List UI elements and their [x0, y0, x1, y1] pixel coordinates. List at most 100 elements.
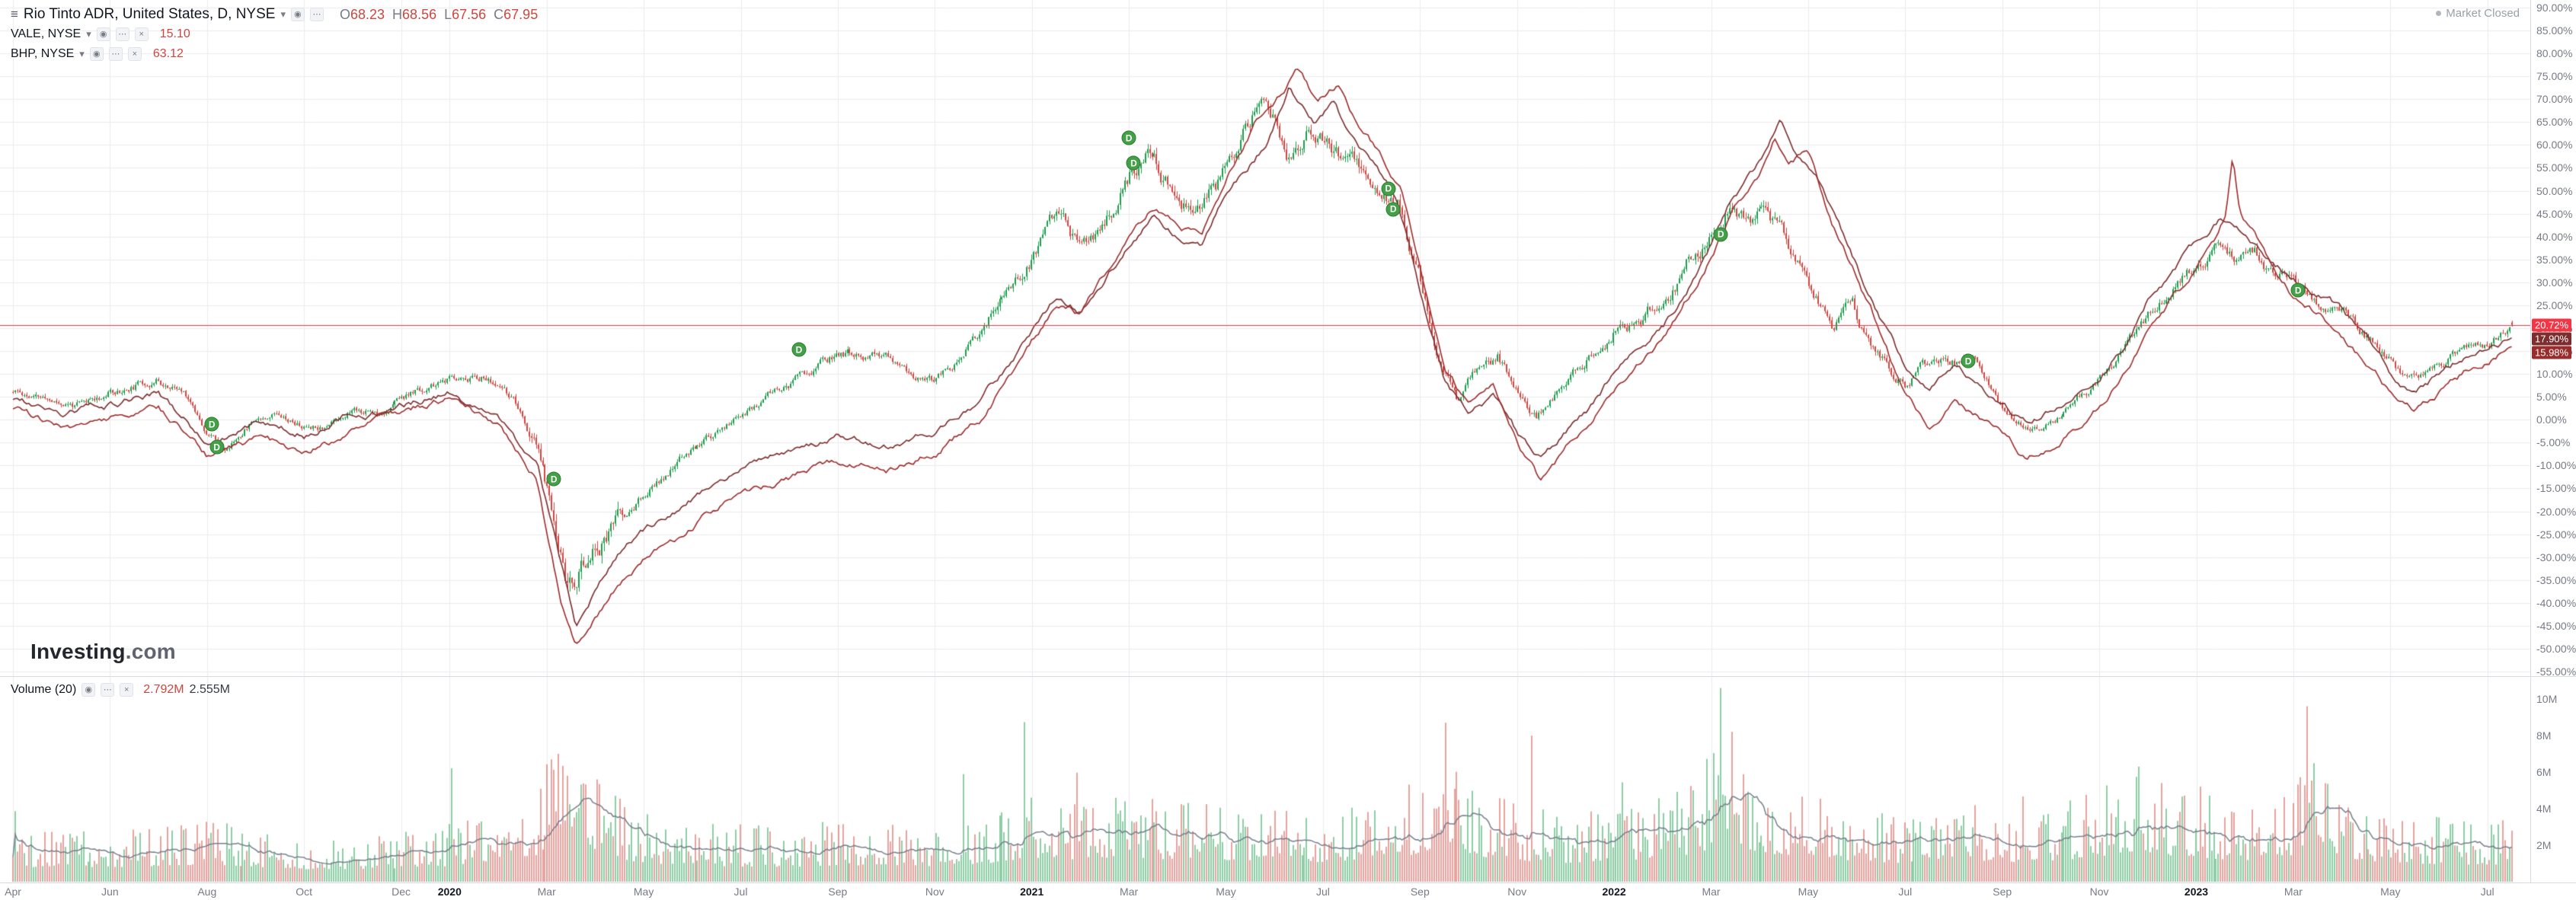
close-label: C	[494, 6, 504, 22]
symbol-title[interactable]: Rio Tinto ADR, United States, D, NYSE	[23, 6, 276, 22]
price-axis-label: -5.00%	[2536, 436, 2571, 449]
dividend-marker[interactable]: D	[1126, 155, 1141, 171]
time-axis-label: Sep	[1410, 886, 1430, 898]
price-axis-label: -30.00%	[2536, 551, 2576, 563]
symbol-menu-icon[interactable]: ≡	[11, 7, 18, 21]
close-button[interactable]: ×	[127, 47, 142, 61]
price-axis-label: 25.00%	[2536, 298, 2573, 311]
settings-button[interactable]: ⋯	[108, 47, 123, 61]
time-axis-label: Jul	[1898, 886, 1913, 898]
compare-symbol-title[interactable]: VALE, NYSE	[11, 27, 81, 40]
price-axis-label: -40.00%	[2536, 596, 2576, 609]
price-axis-label: 70.00%	[2536, 93, 2573, 106]
dividend-marker[interactable]: D	[1121, 130, 1136, 145]
market-status-text: Market Closed	[2446, 7, 2520, 20]
bhp-last-label: 17.90%	[2532, 332, 2572, 346]
main-symbol-row[interactable]: ≡ Rio Tinto ADR, United States, D, NYSE …	[11, 5, 538, 24]
time-axis-label: Nov	[1507, 886, 1527, 898]
price-axis-label: 75.00%	[2536, 70, 2573, 83]
visibility-toggle-button[interactable]: ◉	[290, 8, 305, 21]
close-button[interactable]: ×	[134, 27, 149, 41]
dividend-marker[interactable]: D	[546, 471, 561, 487]
volume-label[interactable]: Volume (20)	[11, 683, 77, 696]
price-axis-label: -50.00%	[2536, 642, 2576, 655]
compare-row-vale[interactable]: VALE, NYSE ▾ ◉ ⋯ × 15.10	[11, 24, 538, 44]
visibility-toggle-button[interactable]: ◉	[96, 27, 110, 41]
volume-ma-value: 2.555M	[189, 683, 231, 696]
dividend-marker[interactable]: D	[1385, 202, 1401, 217]
time-axis-label: Dec	[392, 886, 411, 898]
pane-divider[interactable]	[0, 676, 2576, 677]
time-axis-label: Sep	[1993, 886, 2012, 898]
time-axis-label: 2020	[437, 886, 462, 898]
price-axis-label: 40.00%	[2536, 230, 2573, 243]
dividend-marker[interactable]: D	[1713, 227, 1728, 242]
time-axis-label: Jul	[2480, 886, 2495, 898]
time-axis-label: Mar	[537, 886, 556, 898]
dividend-marker[interactable]: D	[1381, 181, 1396, 196]
dividend-marker[interactable]: D	[791, 342, 807, 357]
dividend-marker[interactable]: D	[2290, 282, 2306, 298]
time-axis-label: 2022	[1602, 886, 1626, 898]
visibility-toggle-button[interactable]: ◉	[81, 683, 96, 697]
settings-button[interactable]: ⋯	[101, 683, 115, 697]
price-axis-label: 65.00%	[2536, 116, 2573, 129]
chevron-down-icon[interactable]: ▾	[79, 48, 85, 59]
price-axis-label: -45.00%	[2536, 619, 2576, 632]
market-status: Market Closed	[2436, 7, 2520, 20]
time-axis-label: Mar	[2284, 886, 2303, 898]
compare-symbol-title[interactable]: BHP, NYSE	[11, 47, 75, 60]
price-axis-label: -15.00%	[2536, 482, 2576, 495]
time-axis-label: Jun	[101, 886, 119, 898]
price-axis[interactable]: 90.00% 85.00% 80.00% 75.00% 70.00% 65.00% 60.0…	[2530, 0, 2576, 882]
price-axis-label: 90.00%	[2536, 2, 2573, 14]
price-axis-label: -35.00%	[2536, 573, 2576, 586]
price-axis-label: -20.00%	[2536, 505, 2576, 518]
high-label: H	[392, 6, 403, 22]
volume-axis-label: 4M	[2536, 803, 2552, 815]
volume-axis-label: 6M	[2536, 766, 2552, 778]
price-axis-label: 55.00%	[2536, 161, 2573, 174]
dividend-marker[interactable]: D	[204, 416, 219, 432]
ohlc-values: O68.23 H68.56 L67.56 C67.95	[332, 7, 538, 23]
logo-text: Investing	[30, 640, 126, 663]
price-axis-label: 80.00%	[2536, 47, 2573, 60]
dividend-marker[interactable]: D	[209, 439, 225, 455]
close-button[interactable]: ×	[120, 683, 134, 697]
open-value: 68.23	[350, 6, 385, 22]
time-axis-label: Mar	[1120, 886, 1139, 898]
time-axis-label: Nov	[2089, 886, 2109, 898]
volume-axis-label: 2M	[2536, 839, 2552, 851]
chevron-down-icon[interactable]: ▾	[280, 8, 286, 20]
volume-legend: Volume (20) ◉ ⋯ × 2.792M 2.555M	[11, 683, 230, 697]
settings-button[interactable]: ⋯	[309, 8, 324, 21]
price-axis-label: 0.00%	[2536, 413, 2567, 426]
price-axis-label: 85.00%	[2536, 24, 2573, 37]
time-axis-label: Nov	[925, 886, 944, 898]
time-axis-label: May	[1798, 886, 1819, 898]
price-axis-label: -10.00%	[2536, 459, 2576, 472]
time-axis-label: Apr	[5, 886, 21, 898]
open-label: O	[339, 6, 350, 22]
market-status-dot-icon	[2436, 11, 2442, 16]
volume-axis-label: 8M	[2536, 729, 2552, 742]
settings-button[interactable]: ⋯	[115, 27, 129, 41]
logo-suffix: .com	[125, 640, 176, 663]
close-value: 67.95	[503, 6, 539, 22]
price-axis-label: 35.00%	[2536, 253, 2573, 266]
time-axis[interactable]: Apr Jun Aug Oct Dec 2020 Mar May Jul Sep Nov 2021 Ma…	[0, 882, 2576, 900]
chevron-down-icon[interactable]: ▾	[86, 28, 91, 40]
dividend-marker[interactable]: D	[1961, 353, 1976, 369]
time-axis-label: May	[633, 886, 654, 898]
time-axis-label: 2023	[2184, 886, 2209, 898]
visibility-toggle-button[interactable]: ◉	[89, 47, 104, 61]
compare-last-value: 63.12	[152, 47, 184, 60]
price-axis-label: 45.00%	[2536, 207, 2573, 220]
time-axis-label: 2021	[1020, 886, 1044, 898]
price-axis-label: 60.00%	[2536, 139, 2573, 152]
compare-row-bhp[interactable]: BHP, NYSE ▾ ◉ ⋯ × 63.12	[11, 44, 538, 64]
price-axis-label: 30.00%	[2536, 276, 2573, 289]
